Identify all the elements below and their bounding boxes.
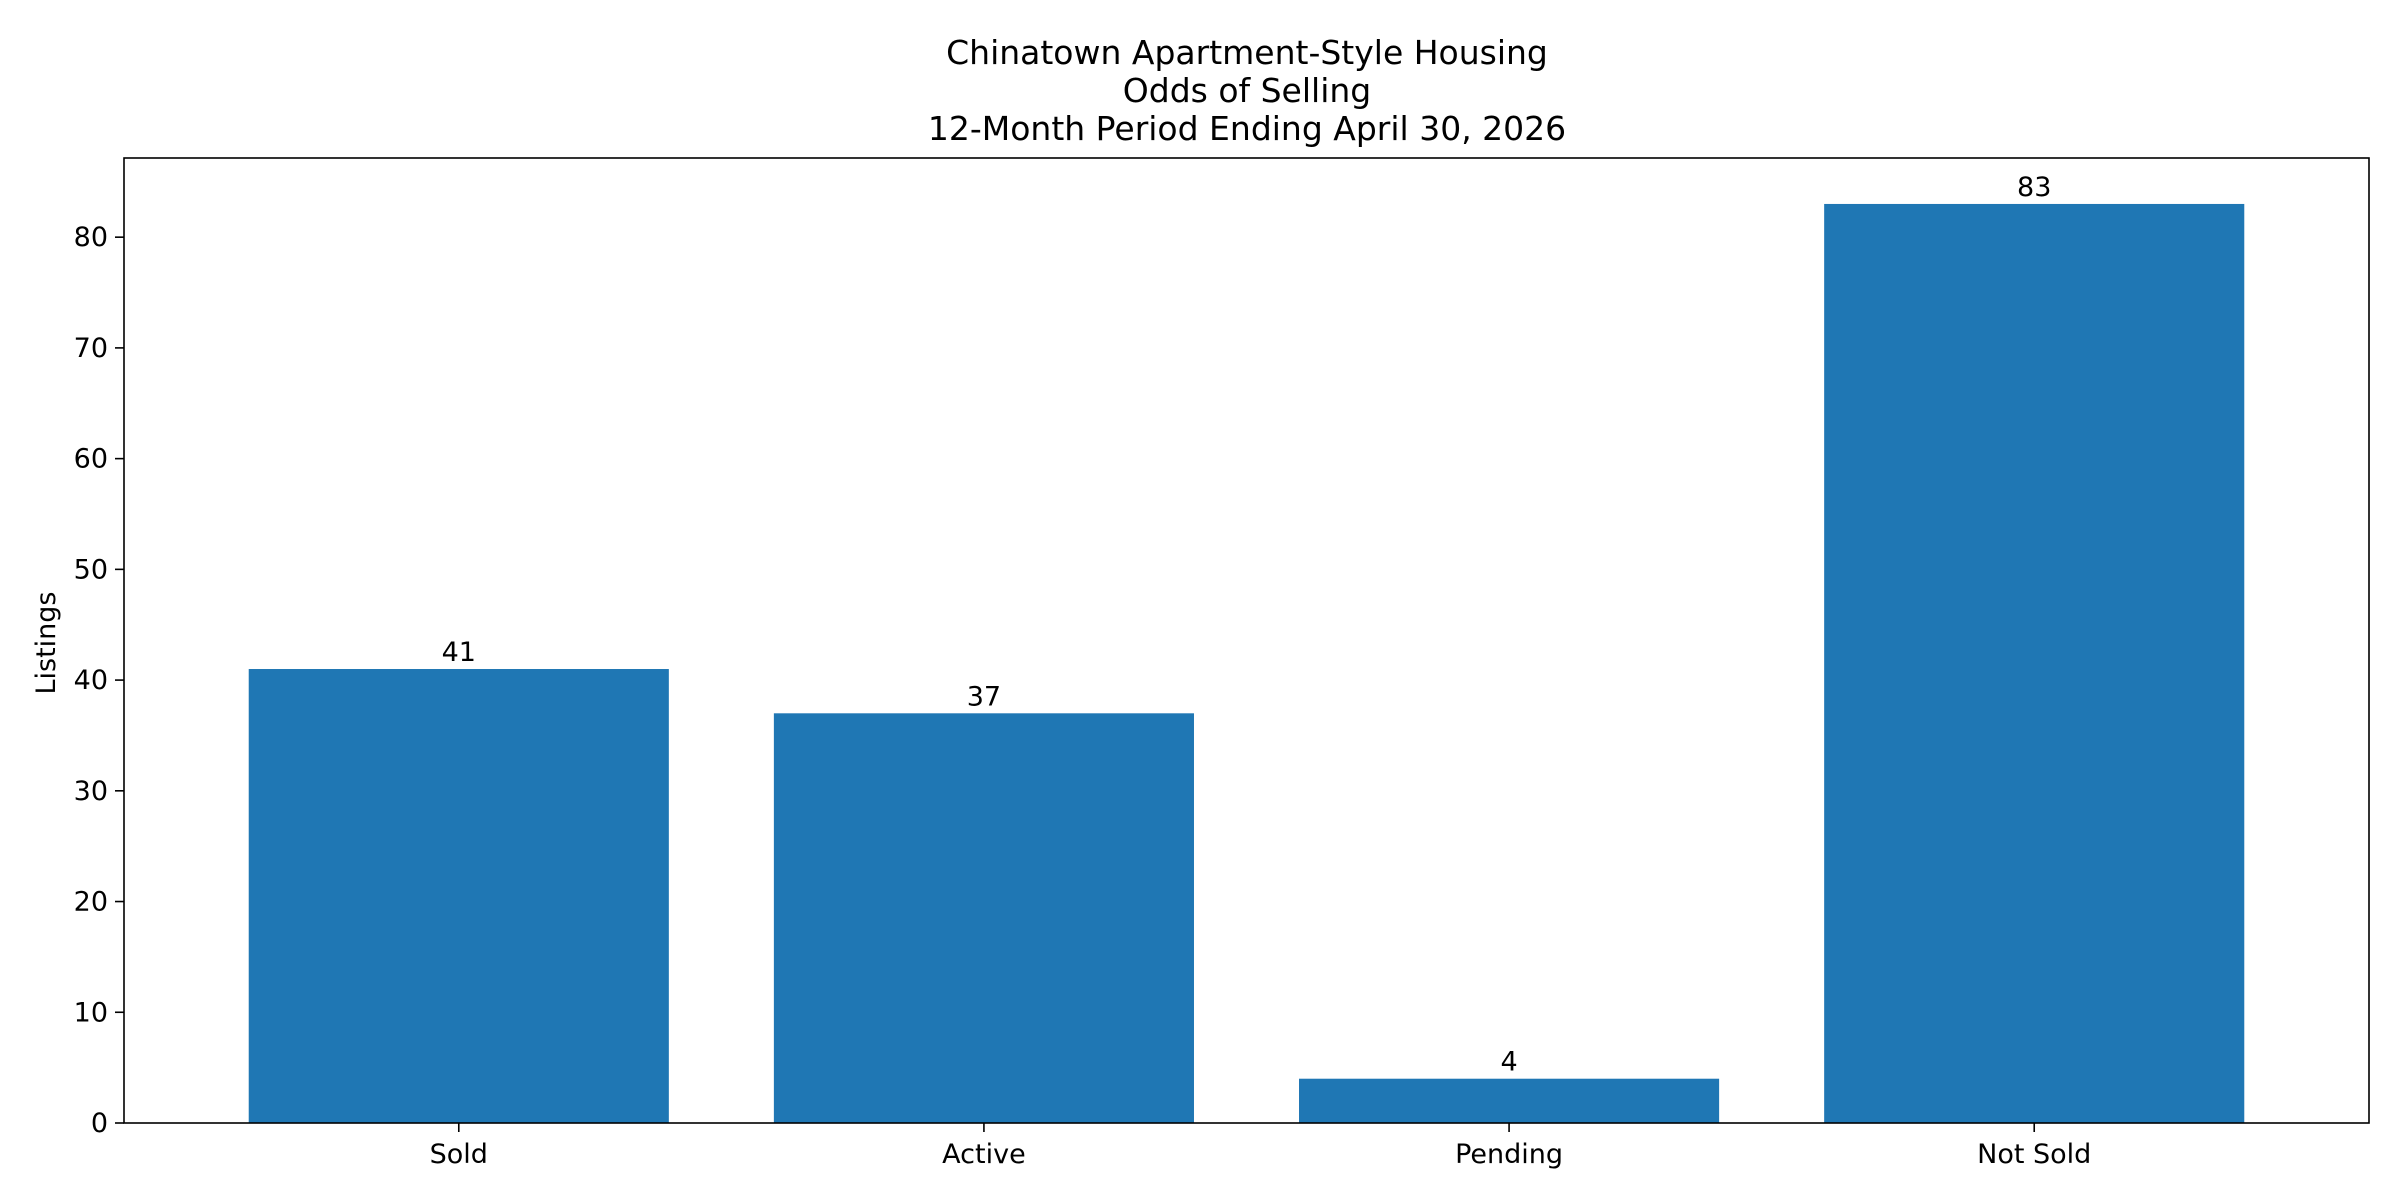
title-line-3: 12-Month Period Ending April 30, 2026 — [928, 109, 1566, 148]
y-tick-label: 80 — [74, 222, 108, 253]
chart-title: Chinatown Apartment-Style Housing Odds o… — [928, 33, 1566, 148]
bar-sold — [248, 669, 669, 1123]
x-tick-label: Not Sold — [1977, 1139, 2091, 1170]
bar-active — [773, 713, 1194, 1123]
plot-area: 41 37 4 83 0 10 20 30 40 50 60 70 80 Sold Active Pendin… — [74, 157, 2370, 1170]
y-tick-label: 30 — [74, 776, 108, 807]
y-tick-label: 70 — [74, 333, 108, 364]
y-tick-label: 10 — [74, 997, 108, 1028]
data-label: 83 — [2017, 172, 2051, 203]
title-line-1: Chinatown Apartment-Style Housing — [946, 33, 1548, 72]
axes-frame — [123, 157, 2370, 1124]
x-tick-label: Pending — [1455, 1139, 1563, 1170]
data-label: 41 — [442, 637, 476, 668]
y-tick-label: 40 — [74, 665, 108, 696]
bar-pending — [1299, 1078, 1720, 1123]
title-line-2: Odds of Selling — [1123, 71, 1371, 110]
y-tick-label: 0 — [91, 1108, 108, 1139]
y-tick-label: 50 — [74, 554, 108, 585]
bar-not-sold — [1824, 203, 2245, 1123]
y-axis-label: Listings — [31, 591, 62, 694]
data-label: 37 — [967, 681, 1001, 712]
x-tick-label: Sold — [430, 1139, 488, 1170]
y-tick-label: 60 — [74, 444, 108, 475]
y-tick-label: 20 — [74, 887, 108, 918]
data-label: 4 — [1500, 1047, 1517, 1078]
x-tick-label: Active — [942, 1139, 1026, 1170]
